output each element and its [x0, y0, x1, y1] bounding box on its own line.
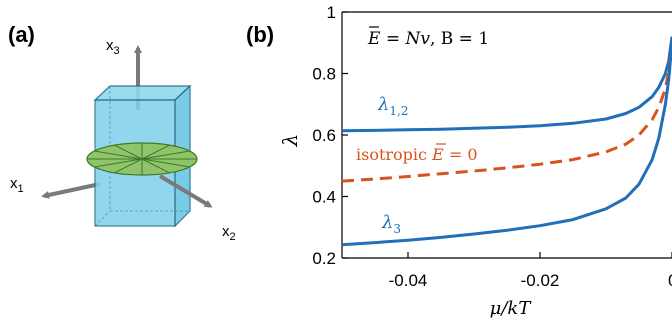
annotation-eq: =	[380, 29, 405, 49]
label-lambda-3: λ3	[381, 212, 401, 236]
y-tick-label: 0.8	[312, 65, 336, 84]
annotation-rest: , B = 1	[430, 29, 489, 49]
y-tick-label: 0.2	[312, 249, 336, 268]
y-axis-title: λ	[278, 134, 302, 148]
label-lambda-12: λ1,2	[377, 94, 409, 118]
cube-top-face	[95, 86, 190, 100]
panel-a-label: (a)	[8, 22, 35, 47]
plot-annotation: E = Nv, B = 1	[367, 29, 489, 49]
x1-axis-arrow	[44, 184, 100, 196]
x1-label: x1	[10, 175, 24, 195]
x-tick-label: -0.02	[521, 271, 560, 290]
ebar-symbol: E	[367, 29, 381, 49]
annotation-nv: Nv	[404, 29, 430, 49]
panel-a-cube-diagram: (a) x3 x1 x2	[8, 22, 236, 243]
x2-label: x2	[222, 223, 236, 243]
y-tick-label: 0.6	[312, 126, 336, 145]
x-axis-title: μ/kT	[490, 298, 533, 319]
y-tick-label: 0.4	[312, 188, 336, 207]
x3-label: x3	[106, 37, 120, 57]
panel-b-label: (b)	[246, 22, 274, 47]
y-tick-label: 1	[327, 3, 336, 22]
x-tick-label: -0.04	[389, 271, 428, 290]
x-tick-label: 0	[668, 271, 672, 290]
panel-b-line-chart: (b) 0.2 0.4 0.6 0.8 1 -0.04 -0.02 0 λ μ/kT E = …	[246, 3, 672, 319]
label-isotropic: isotropic E = 0	[356, 145, 478, 164]
